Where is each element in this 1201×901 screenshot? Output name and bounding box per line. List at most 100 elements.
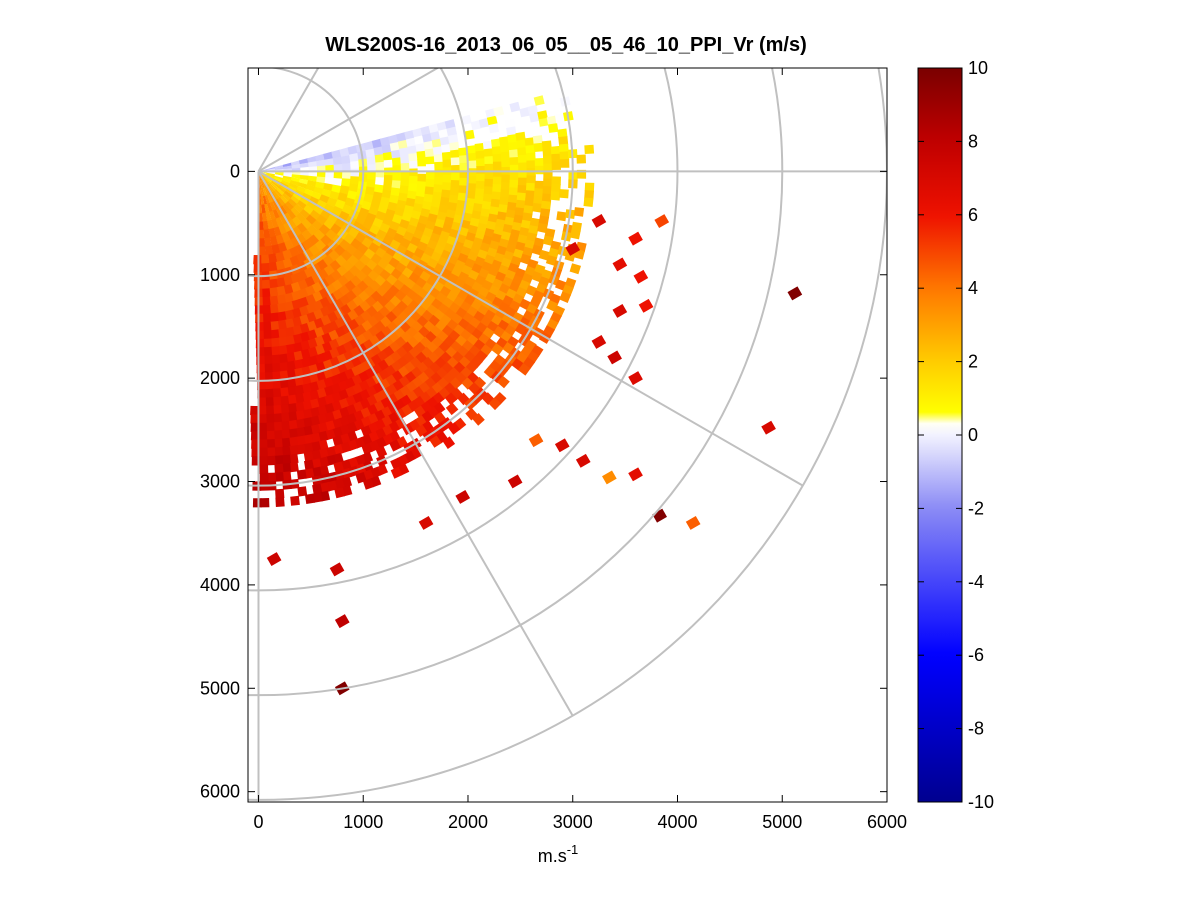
velocity-cell: [584, 144, 595, 154]
velocity-cell: [500, 143, 510, 154]
velocity-cell: [308, 171, 318, 177]
velocity-cell: [265, 422, 275, 432]
velocity-cell: [427, 213, 439, 224]
velocity-cell: [370, 198, 382, 209]
velocity-cell: [282, 177, 292, 184]
velocity-cell-isolated: [787, 286, 803, 301]
velocity-cell: [528, 225, 539, 236]
velocity-cell: [298, 305, 310, 317]
velocity-cell: [488, 123, 500, 134]
velocity-cell: [284, 190, 294, 199]
velocity-cell: [509, 229, 521, 240]
velocity-cell: [409, 168, 419, 177]
velocity-cell: [277, 197, 286, 207]
velocity-cell: [286, 360, 296, 372]
velocity-cell: [390, 187, 401, 197]
velocity-cell: [301, 391, 312, 403]
velocity-cell: [529, 112, 540, 123]
velocity-cell: [388, 194, 400, 205]
velocity-cell: [279, 195, 289, 205]
velocity-cell: [518, 363, 531, 376]
velocity-cell: [309, 390, 320, 401]
colorbar-tick-label: 6: [968, 205, 978, 225]
velocity-cell: [400, 162, 411, 172]
velocity-cell: [305, 303, 317, 315]
colorbar-tick-label: -8: [968, 719, 984, 739]
velocity-cell-isolated: [602, 470, 617, 485]
x-axis-label-superscript: -1: [567, 842, 579, 857]
velocity-cell: [262, 187, 268, 197]
velocity-cell: [317, 430, 329, 442]
velocity-cell: [417, 166, 427, 175]
velocity-cell: [333, 171, 344, 180]
velocity-cell: [290, 273, 301, 285]
velocity-cell: [296, 185, 307, 194]
velocity-cell: [307, 346, 318, 358]
velocity-cell: [506, 201, 518, 212]
velocity-cell: [282, 203, 292, 214]
velocity-cell: [425, 171, 436, 180]
velocity-cell: [296, 469, 307, 480]
velocity-cell: [444, 119, 456, 130]
velocity-cell: [269, 201, 277, 212]
velocity-cell: [307, 355, 319, 367]
velocity-cell: [268, 253, 278, 264]
velocity-cell-isolated: [628, 467, 643, 482]
velocity-cell: [480, 208, 491, 219]
velocity-cell: [368, 205, 380, 217]
velocity-cell: [471, 210, 482, 221]
velocity-cell: [434, 218, 446, 229]
velocity-cell: [269, 304, 279, 315]
velocity-cell: [271, 379, 281, 390]
velocity-cell: [361, 200, 373, 211]
velocity-cell: [573, 207, 585, 217]
azimuth-spoke: [257, 170, 804, 487]
velocity-cell: [458, 147, 469, 157]
velocity-cell: [498, 204, 509, 214]
velocity-cell: [482, 140, 493, 150]
velocity-cell: [266, 455, 276, 466]
velocity-cell: [470, 355, 483, 369]
velocity-cell: [339, 185, 351, 195]
velocity-cell: [279, 370, 289, 381]
velocity-cell: [272, 396, 282, 407]
velocity-cell: [532, 135, 543, 145]
velocity-cell: [441, 151, 452, 161]
velocity-cell: [276, 187, 285, 196]
velocity-cell: [325, 171, 335, 179]
velocity-cell: [406, 190, 418, 200]
velocity-cell: [366, 156, 377, 165]
velocity-cell: [522, 212, 533, 223]
velocity-cell: [493, 106, 505, 117]
velocity-cell: [294, 384, 305, 396]
velocity-cell: [484, 178, 494, 188]
velocity-cell: [271, 354, 281, 365]
velocity-cell: [428, 123, 440, 134]
velocity-cell: [304, 459, 314, 471]
velocity-cell: [325, 429, 336, 441]
velocity-cell: [465, 197, 476, 208]
velocity-cell: [310, 441, 321, 452]
velocity-cell: [559, 189, 569, 199]
velocity-cell: [280, 429, 291, 440]
velocity-cell: [252, 498, 262, 508]
velocity-cell: [270, 321, 280, 331]
velocity-cell: [432, 191, 443, 201]
velocity-cell: [365, 186, 376, 196]
velocity-cell: [291, 316, 303, 328]
velocity-cell: [279, 387, 289, 398]
velocity-cell: [316, 396, 328, 408]
velocity-cell: [302, 425, 313, 437]
velocity-cell: [295, 418, 306, 430]
velocity-cell: [303, 442, 314, 454]
velocity-cell: [492, 153, 503, 163]
velocity-cell: [305, 184, 316, 192]
velocity-cell: [311, 449, 322, 461]
velocity-cell: [273, 438, 283, 449]
velocity-cell: [450, 149, 460, 159]
velocity-cell: [524, 137, 535, 147]
velocity-cell: [323, 376, 334, 389]
velocity-cell: [467, 160, 478, 169]
velocity-cell-isolated: [633, 269, 649, 284]
